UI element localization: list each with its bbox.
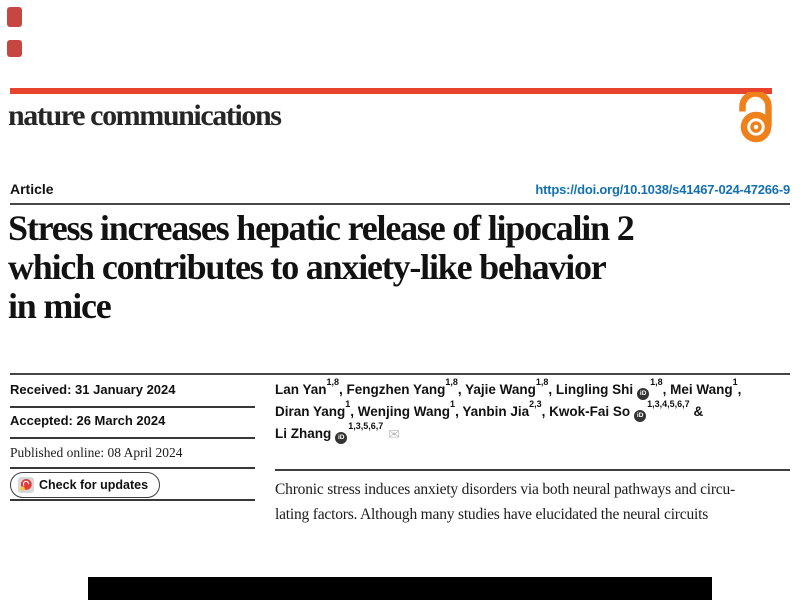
sidebar-divider xyxy=(10,499,255,501)
author-name: Li Zhang xyxy=(275,426,332,441)
abstract-divider xyxy=(275,469,790,471)
author-name: , Wenjing Wang xyxy=(350,404,451,419)
title-line-1: Stress increases hepatic release of lipo… xyxy=(8,208,635,248)
author-name: , Lingling Shi xyxy=(548,382,634,397)
author-affiliation-sup: 1,8 xyxy=(326,376,340,387)
author-name: , Fengzhen Yang xyxy=(339,382,446,397)
author-name: Diran Yang xyxy=(275,404,346,419)
author-affiliation-sup: 1,3,5,6,7 xyxy=(348,420,384,431)
author-affiliation-sup: 1 xyxy=(345,398,351,409)
orcid-icon[interactable]: iD xyxy=(634,410,647,422)
author-affiliation-sup: 1 xyxy=(450,398,456,409)
author-affiliation-sup: 1,8 xyxy=(445,376,458,387)
abstract-line-2: lating factors. Although many studies ha… xyxy=(275,506,709,523)
title-line-2: which contributes to anxiety-like behavi… xyxy=(8,247,607,287)
article-type-label: Article xyxy=(10,181,54,197)
masthead-accent-bar xyxy=(10,88,772,94)
orcid-icon[interactable]: iD xyxy=(335,432,348,444)
article-title: Stress increases hepatic release of lipo… xyxy=(8,209,796,326)
sidebar-divider xyxy=(10,467,255,469)
title-line-3: in mice xyxy=(8,286,112,326)
author-name: , Yanbin Jia xyxy=(455,404,530,419)
open-access-icon xyxy=(739,92,772,143)
sidebar-divider xyxy=(10,406,255,408)
meta-top-divider xyxy=(10,373,790,375)
author-name: Lan Yan xyxy=(275,382,327,397)
author-name: , Yajie Wang xyxy=(457,382,536,397)
author-affiliation-sup: 1,3,4,5,6,7 xyxy=(647,398,690,409)
abstract-line-1: Chronic stress induces anxiety disorders… xyxy=(275,481,736,498)
check-for-updates-button[interactable]: Check for updates xyxy=(10,472,161,498)
crossmark-icon xyxy=(18,477,34,493)
author-list: Lan Yan1,8, Fengzhen Yang1,8, Yajie Wang… xyxy=(275,376,791,445)
author-affiliation-sup: 2,3 xyxy=(529,398,542,409)
header-divider xyxy=(10,203,790,205)
doi-link[interactable]: https://doi.org/10.1038/s41467-024-47266… xyxy=(535,182,790,197)
check-for-updates-label: Check for updates xyxy=(39,478,149,492)
author-name: , Mei Wang xyxy=(662,382,733,397)
author-affiliation-sup: 1,8 xyxy=(535,376,549,387)
red-marker-bottom xyxy=(7,40,22,57)
orcid-icon[interactable]: iD xyxy=(637,388,650,400)
email-icon[interactable]: ✉ xyxy=(388,426,401,442)
author-affiliation-sup: 1 xyxy=(732,376,738,387)
author-name: , Kwok-Fai So xyxy=(541,404,631,419)
author-line: Lan Yan1,8, Fengzhen Yang1,8, Yajie Wang… xyxy=(275,376,791,401)
author-name: & xyxy=(689,404,704,419)
author-name: , xyxy=(737,382,742,397)
author-affiliation-sup: 1,8 xyxy=(650,376,663,387)
abstract-text: Chronic stress induces anxiety disorders… xyxy=(275,477,795,527)
accepted-date: Accepted: 26 March 2024 xyxy=(10,413,166,428)
published-date: Published online: 08 April 2024 xyxy=(10,445,183,460)
author-line: Li Zhang iD1,3,5,6,7 ✉ xyxy=(275,420,791,445)
red-marker-top xyxy=(7,7,22,27)
bottom-black-bar xyxy=(88,577,712,600)
sidebar-divider xyxy=(10,437,255,439)
journal-logo: nature communications xyxy=(8,99,282,132)
received-date: Received: 31 January 2024 xyxy=(10,382,176,397)
author-line: Diran Yang1, Wenjing Wang1, Yanbin Jia2,… xyxy=(275,398,791,423)
